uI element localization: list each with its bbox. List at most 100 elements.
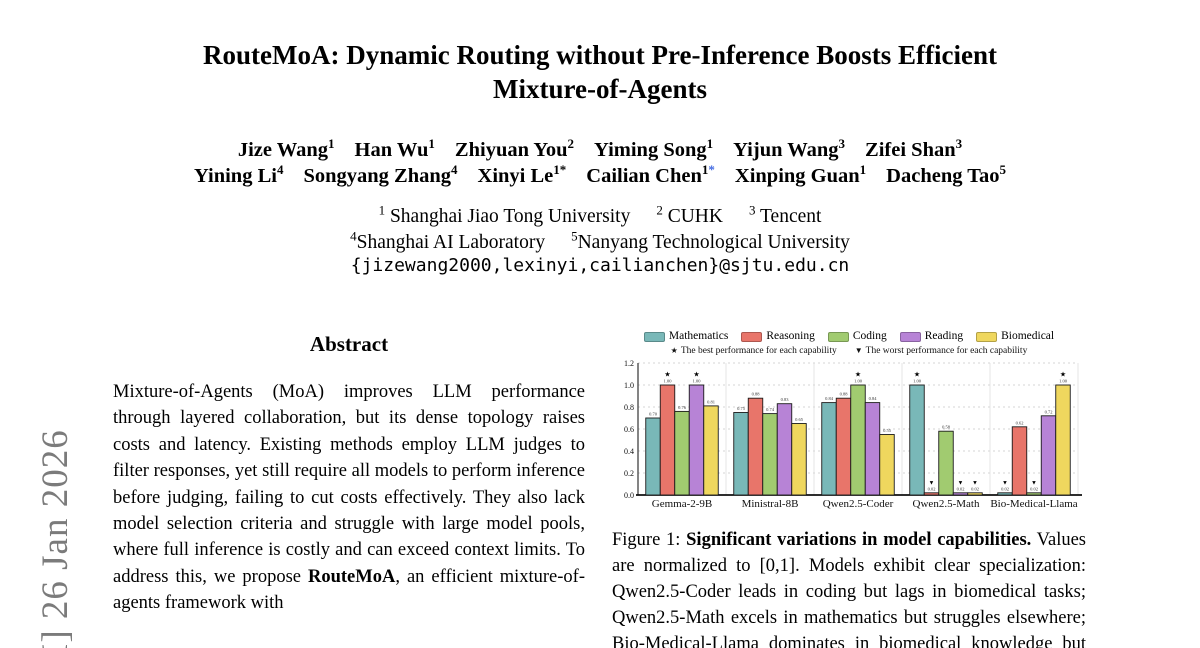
author: Cailian Chen1* — [586, 162, 715, 187]
bar-chart: 0.0 0.2 0.4 0.6 0.8 1.0 1.2 0.70 1.00 ★ 0.76 1.00 ★ 0… — [612, 357, 1086, 518]
worst-marker-icon: ▼ — [1031, 480, 1037, 486]
bar-value-label: 0.62 — [1016, 420, 1024, 425]
bar — [733, 412, 749, 496]
author: Dacheng Tao5 — [886, 162, 1006, 187]
y-tick-label: 1.2 — [624, 359, 634, 368]
bar-value-label: 0.88 — [840, 392, 849, 397]
corresponding-star: * — [708, 162, 715, 177]
legend-label: Mathematics — [668, 330, 729, 342]
bar-value-label: 0.58 — [942, 425, 951, 430]
author-affil-sup: 4 — [451, 162, 458, 177]
left-column: Abstract Mixture-of-Agents (MoA) improve… — [113, 332, 585, 617]
affiliation-name: Tencent — [755, 205, 822, 227]
best-note: ★ The best performance for each capabilit… — [671, 346, 837, 356]
author: Songyang Zhang4 — [303, 162, 458, 187]
authors-line-2: Yining Li4 Songyang Zhang4 Xinyi Le1* Caili… — [0, 162, 1200, 188]
affiliation-item: 2 CUHK — [656, 202, 723, 227]
legend-item: Reasoning — [741, 330, 815, 342]
bar-value-label: 0.74 — [766, 407, 775, 412]
author-name: Jize Wang — [237, 138, 329, 161]
author: Yijun Wang3 — [733, 136, 846, 161]
author-affil-sup: 1 — [706, 136, 714, 151]
bar — [938, 430, 954, 496]
author: Yiming Song1 — [594, 136, 714, 161]
bar-chart-svg: 0.00.20.40.60.81.01.20.701.00★0.761.00★0… — [624, 359, 1082, 510]
bar-value-label: 1.00 — [913, 379, 922, 384]
bar — [703, 405, 719, 496]
abstract-heading: Abstract — [309, 332, 389, 356]
paper-title: RouteMoA: Dynamic Routing without Pre-In… — [0, 38, 1200, 106]
bar — [791, 423, 807, 496]
legend-label: Coding — [852, 330, 887, 342]
worst-marker-icon: ▼ — [1002, 480, 1008, 486]
author: Han Wu1 — [355, 136, 435, 161]
affiliation-item: 5Nanyang Technological University — [571, 228, 850, 253]
legend-item: Biomedical — [976, 330, 1055, 342]
bar — [1011, 426, 1028, 496]
bar-value-label: 0.02 — [957, 486, 965, 491]
author-affil-sup: 3 — [955, 136, 963, 151]
worst-note: ▼ The worst performance for each capabili… — [855, 346, 1028, 356]
caption-bold: Significant variations in model capabili… — [686, 530, 1032, 550]
worst-note-text: The worst performance for each capabilit… — [865, 345, 1028, 356]
bar-value-label: 0.84 — [825, 396, 834, 401]
abstract-text-part1: Mixture-of-Agents (MoA) improves LLM per… — [113, 382, 585, 587]
x-category-label: Ministral-8B — [742, 498, 799, 510]
bar — [923, 492, 940, 496]
bar-value-label: 1.00 — [1059, 379, 1068, 384]
legend-label: Biomedical — [1001, 330, 1055, 342]
author-affil-sup: 3 — [838, 136, 846, 151]
x-category-label: Qwen2.5-Math — [913, 498, 980, 510]
bar — [864, 402, 881, 496]
author-name: Zhiyuan You — [454, 138, 568, 161]
bar-value-label: 0.84 — [869, 396, 878, 401]
bar-value-label: 1.00 — [854, 379, 863, 384]
affiliation-item: 1 Shanghai Jiao Tong University — [379, 202, 631, 227]
best-marker-icon: ★ — [1060, 371, 1066, 379]
caption-rest: Values are normalized to [0,1]. Models e… — [612, 530, 1086, 648]
affiliation-item: 3 Tencent — [749, 202, 822, 227]
bar-value-label: 0.70 — [649, 412, 658, 417]
legend-item: Reading — [899, 330, 963, 342]
bar-value-label: 0.83 — [781, 397, 790, 402]
paper-title-line2: Mixture-of-Agents — [493, 74, 707, 104]
y-tick-label: 0.4 — [624, 447, 634, 456]
bar-value-label: 1.00 — [693, 379, 702, 384]
bar — [1040, 415, 1057, 496]
affiliations-line-1: 1 Shanghai Jiao Tong University 2 CUHK 3 T… — [0, 202, 1200, 228]
affiliation-name: CUHK — [662, 205, 723, 227]
author-affil-sup: 2 — [567, 136, 575, 151]
author: Xinping Guan1 — [735, 162, 866, 187]
y-tick-label: 0.8 — [624, 403, 634, 412]
caption-prefix: Figure 1: — [612, 530, 687, 550]
bar-value-label: 0.02 — [971, 486, 979, 491]
bar — [952, 492, 969, 496]
bar — [1026, 492, 1042, 496]
y-tick-label: 0.2 — [624, 469, 634, 478]
author: Zifei Shan3 — [865, 136, 963, 161]
bar — [659, 384, 676, 496]
bar — [879, 434, 895, 496]
affiliation-sup: 1 — [378, 202, 386, 217]
arxiv-sidebar-stamp: I] 26 Jan 2026 — [35, 429, 76, 648]
affiliations-line-2: 4Shanghai AI Laboratory 5Nanyang Technolo… — [0, 228, 1200, 254]
worst-marker-icon: ▼ — [958, 480, 964, 486]
author-affil-sup: 1 — [428, 136, 435, 151]
bar-value-label: 0.65 — [795, 417, 804, 422]
bar — [835, 397, 852, 496]
author-name: Yining Li — [193, 164, 277, 187]
affiliation-sup: 2 — [656, 202, 663, 217]
y-tick-label: 0.0 — [624, 491, 634, 500]
affiliation-sup: 4 — [350, 228, 357, 243]
bar-value-label: 1.00 — [664, 379, 673, 384]
figure-caption: Figure 1: Significant variations in mode… — [612, 527, 1086, 648]
right-column: Mathematics Reasoning Coding Reading Biomedi… — [612, 329, 1086, 648]
author-name: Xinyi Le — [477, 164, 554, 187]
affiliation-item: 4Shanghai AI Laboratory — [350, 228, 545, 253]
bar-value-label: 0.76 — [678, 405, 687, 410]
bar — [821, 402, 837, 496]
abstract-body: Mixture-of-Agents (MoA) improves LLM per… — [113, 379, 585, 617]
author-name: Zifei Shan — [865, 138, 956, 161]
y-tick-label: 1.0 — [624, 381, 634, 390]
